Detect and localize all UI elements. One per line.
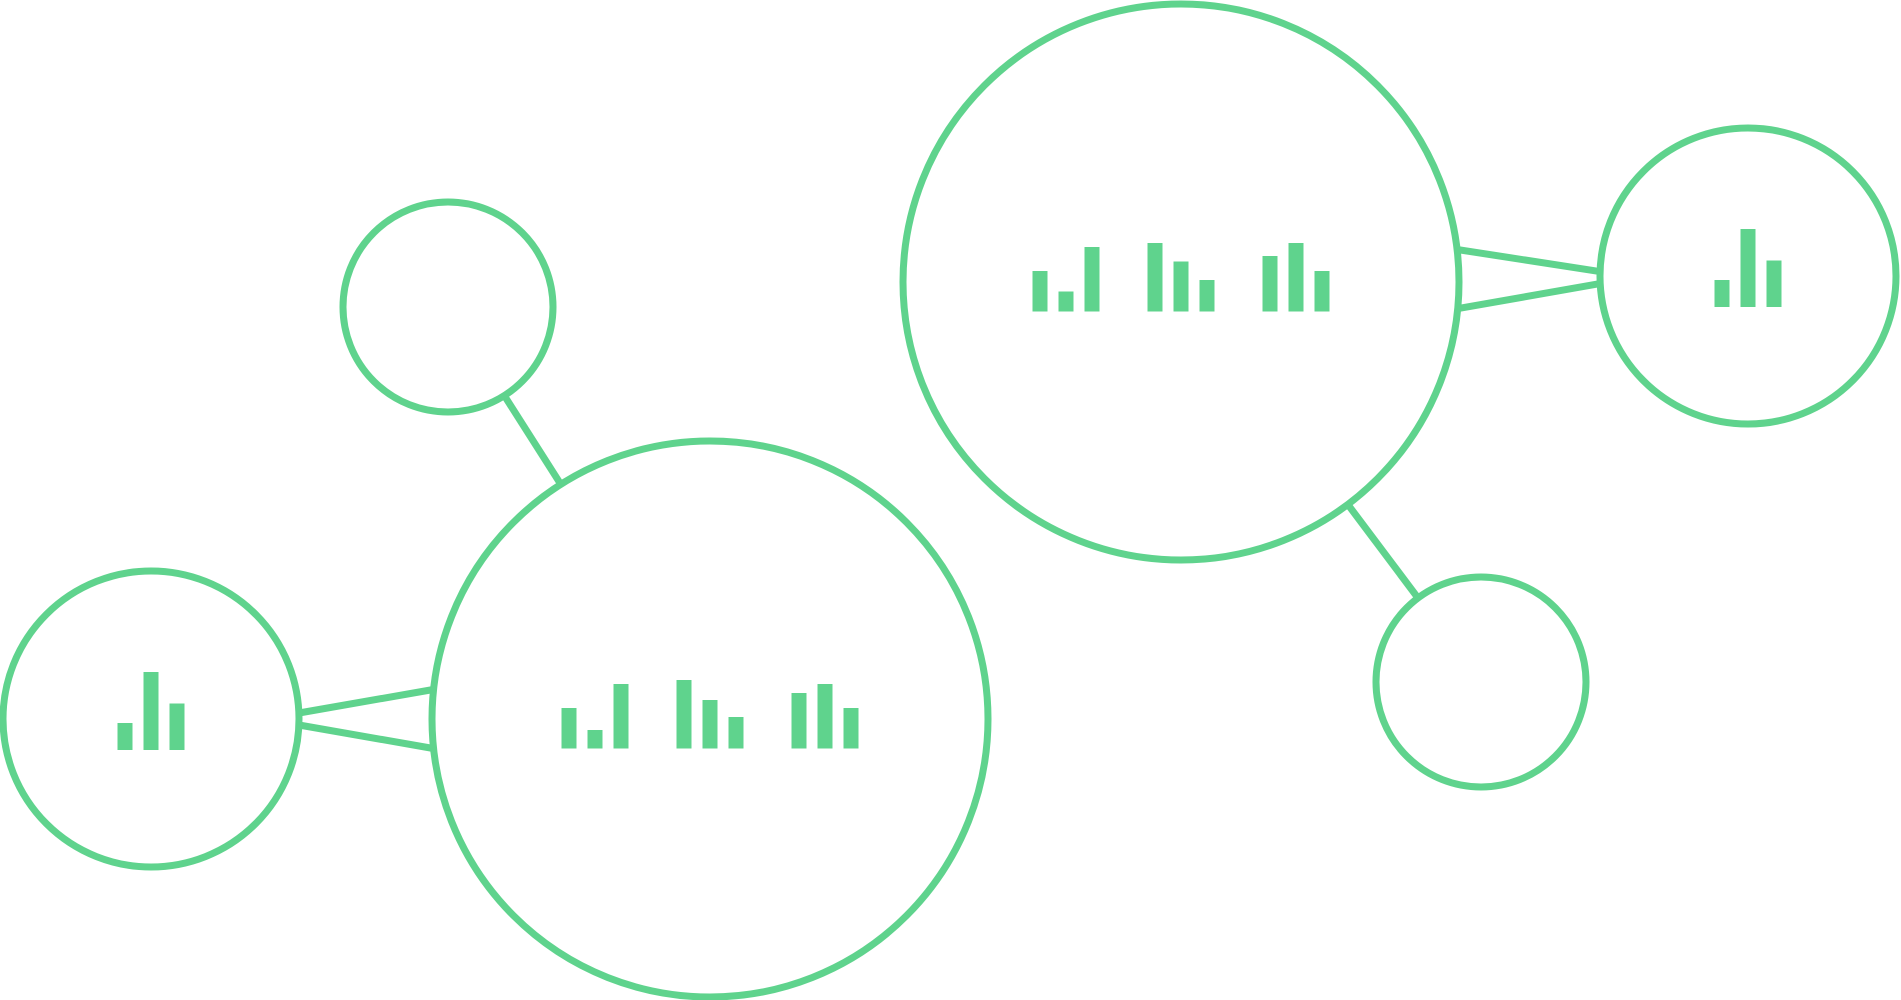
bar-chart-bar (1314, 270, 1330, 312)
bar-chart-icon (1714, 229, 1782, 308)
connector-line (501, 393, 564, 487)
connector-double (298, 685, 437, 753)
bar-chart-bar (117, 722, 133, 751)
bar-chart-icon (561, 679, 859, 749)
connector-line (1453, 245, 1601, 276)
bar-chart-bar (1199, 279, 1215, 312)
connector-double (1453, 245, 1601, 313)
bar-chart-bar (169, 703, 185, 751)
bar-chart-bar (843, 707, 859, 749)
connector-single (501, 393, 564, 487)
bar-chart-bar (587, 730, 603, 749)
small-circle-bottom-right (1372, 573, 1590, 791)
bar-chart-bar (143, 672, 159, 751)
bar-chart-bar (1262, 256, 1278, 312)
bar-chart-bar (1084, 247, 1100, 312)
medium-circle-right (1596, 124, 1900, 428)
bar-chart-bar (1714, 279, 1730, 308)
medium-circle-left (0, 567, 303, 871)
small-circle-top-left (339, 198, 557, 416)
bar-chart-bar (817, 684, 833, 749)
node-circle (339, 198, 557, 416)
bar-chart-bar (561, 707, 577, 749)
bar-chart-bar (728, 716, 744, 749)
large-circle-top-center (899, 0, 1463, 564)
bar-chart-bar (1032, 270, 1048, 312)
connector-line (298, 721, 437, 753)
edges-layer (298, 245, 1601, 753)
bar-chart-icon (1032, 242, 1330, 312)
connector-line (1345, 502, 1421, 601)
bar-chart-bar (1173, 261, 1189, 312)
bar-chart-bar (676, 679, 692, 749)
connector-line (1454, 280, 1601, 313)
connector-line (298, 685, 437, 717)
connector-single (1345, 502, 1421, 601)
bar-chart-bar (1766, 260, 1782, 308)
bar-chart-bar (1740, 229, 1756, 308)
bar-chart-bar (791, 693, 807, 749)
bar-chart-bar (613, 684, 629, 749)
bar-chart-bar (1147, 242, 1163, 312)
bar-chart-bar (702, 699, 718, 749)
bar-chart-bar (1058, 291, 1074, 312)
bar-chart-icon (117, 672, 185, 751)
node-circle (1372, 573, 1590, 791)
bar-chart-bar (1288, 242, 1304, 312)
large-circle-bottom-center (428, 437, 992, 1000)
